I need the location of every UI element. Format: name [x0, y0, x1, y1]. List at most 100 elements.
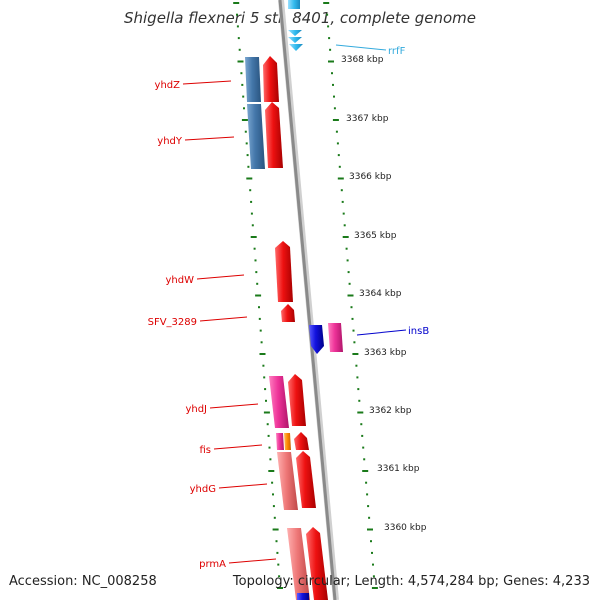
gene-bottom-blue[interactable]	[297, 593, 309, 600]
minor-tick	[275, 540, 278, 543]
leader-SFV_3289	[199, 316, 248, 322]
label-SFV_3289[interactable]: SFV_3289	[148, 317, 197, 328]
gene-yhdW[interactable]	[275, 241, 293, 302]
minor-tick	[352, 329, 355, 332]
gene-labels: rrfF yhdZ yhdY yhdW SFV_3289 insB yhdJ f…	[148, 44, 429, 570]
minor-tick	[263, 376, 266, 379]
leader-rrfF	[335, 44, 387, 51]
gene-yhdY-steel[interactable]	[247, 104, 265, 169]
minor-tick	[269, 458, 272, 461]
major-tick	[342, 236, 349, 238]
major-tick	[328, 60, 334, 63]
gene-rrfF-arrow-2[interactable]	[288, 37, 302, 43]
gene-fis-red[interactable]	[294, 432, 309, 450]
minor-tick	[259, 329, 262, 332]
gene-rrfF-arrow-3[interactable]	[289, 44, 303, 51]
minor-tick	[367, 505, 370, 508]
minor-tick	[258, 317, 261, 320]
minor-tick	[272, 505, 275, 508]
major-tick	[237, 60, 244, 63]
minor-tick	[250, 212, 253, 215]
kbp-label: 3361 kbp	[377, 464, 420, 474]
major-tick	[241, 119, 248, 121]
kbp-label: 3366 kbp	[349, 172, 392, 182]
gene-fis-orange[interactable]	[284, 433, 291, 450]
gene-yhdZ-steel[interactable]	[245, 57, 261, 102]
minor-tick	[368, 516, 371, 519]
minor-tick	[273, 516, 276, 519]
label-yhdJ[interactable]: yhdJ	[185, 404, 207, 415]
major-tick	[357, 411, 364, 414]
minor-tick	[258, 306, 260, 309]
minor-tick	[243, 107, 245, 110]
label-prmA[interactable]: prmA	[199, 559, 226, 570]
gene-yhdY-red[interactable]	[265, 102, 283, 168]
gene-yhdG-red[interactable]	[296, 451, 316, 508]
genome-backbone	[278, 0, 337, 600]
label-yhdG[interactable]: yhdG	[190, 484, 216, 495]
minor-tick	[341, 200, 344, 203]
label-rrfF[interactable]: rrfF	[388, 46, 406, 57]
minor-tick	[347, 271, 350, 274]
minor-tick	[332, 83, 334, 86]
minor-tick	[260, 341, 263, 344]
minor-tick	[241, 83, 244, 86]
gene-SFV_3289[interactable]	[281, 304, 295, 322]
minor-tick	[333, 95, 335, 98]
kbp-label: 3363 kbp	[364, 348, 407, 358]
gene-rrfF-block[interactable]	[288, 0, 300, 9]
inner-tick-ring	[233, 2, 283, 589]
gene-yhdZ-red[interactable]	[263, 56, 279, 102]
label-fis[interactable]: fis	[199, 445, 211, 456]
minor-tick	[276, 551, 279, 554]
major-tick	[263, 411, 270, 414]
minor-tick	[264, 388, 267, 391]
major-tick	[352, 353, 359, 355]
minor-tick	[336, 142, 339, 145]
major-tick	[255, 294, 262, 297]
major-tick	[323, 2, 330, 4]
gene-prmA-salmon[interactable]	[287, 528, 310, 600]
gene-yhdG-salmon[interactable]	[277, 452, 298, 510]
minor-tick	[331, 72, 333, 75]
gene-yhdJ-red[interactable]	[288, 374, 306, 426]
minor-tick	[337, 154, 340, 157]
minor-tick	[365, 481, 368, 484]
minor-tick	[272, 493, 274, 496]
gene-rrfF-arrow-1[interactable]	[288, 30, 302, 36]
gene-insB-blue[interactable]	[309, 325, 324, 354]
minor-tick	[278, 575, 281, 578]
gene-prmA-red[interactable]	[306, 527, 328, 600]
label-yhdY[interactable]: yhdY	[157, 136, 183, 147]
minor-tick	[358, 399, 361, 402]
major-tick	[250, 236, 257, 238]
minor-tick	[240, 72, 243, 75]
minor-tick	[244, 130, 247, 133]
label-yhdZ[interactable]: yhdZ	[155, 80, 181, 91]
gene-insB-pink[interactable]	[328, 323, 343, 352]
label-insB[interactable]: insB	[408, 326, 429, 337]
gene-fis-pink[interactable]	[276, 433, 284, 450]
minor-tick	[342, 212, 345, 215]
minor-tick	[255, 271, 258, 274]
minor-tick	[236, 13, 238, 16]
kbp-tick-labels: 3368 kbp 3367 kbp 3366 kbp 3365 kbp 3364…	[341, 55, 427, 533]
minor-tick	[361, 434, 364, 437]
minor-tick	[250, 200, 253, 203]
minor-tick	[327, 25, 330, 28]
gene-yhdJ-pink[interactable]	[269, 376, 289, 428]
major-tick	[362, 470, 369, 472]
gene-features	[245, 0, 343, 600]
minor-tick	[256, 282, 259, 285]
major-tick	[246, 177, 253, 180]
minor-tick	[326, 13, 329, 16]
minor-tick	[254, 259, 257, 262]
minor-tick	[360, 423, 363, 426]
label-yhdW[interactable]: yhdW	[166, 275, 195, 286]
major-tick	[259, 353, 266, 355]
major-tick	[268, 470, 275, 472]
kbp-label: 3364 kbp	[359, 289, 402, 299]
minor-tick	[372, 563, 374, 566]
topology-text: Topology: circular; Length: 4,574,284 bp…	[232, 574, 590, 589]
